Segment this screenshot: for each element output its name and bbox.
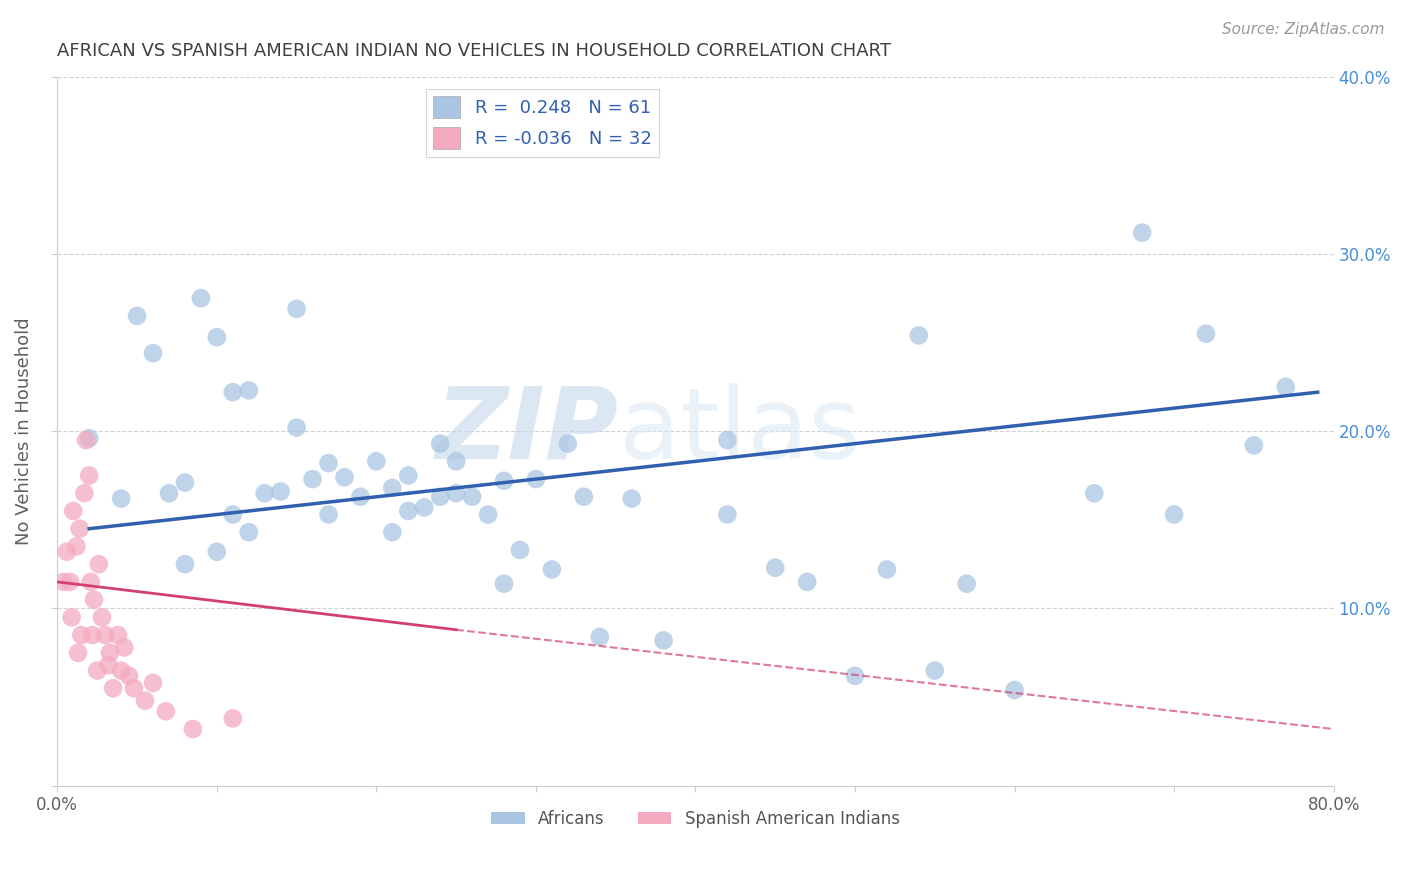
Point <box>122 681 145 696</box>
Point <box>94 628 117 642</box>
Point <box>60 610 83 624</box>
Text: AFRICAN VS SPANISH AMERICAN INDIAN NO VEHICLES IN HOUSEHOLD CORRELATION CHART: AFRICAN VS SPANISH AMERICAN INDIAN NO VE… <box>58 42 891 60</box>
Point <box>444 486 467 500</box>
Point <box>222 508 245 522</box>
Point <box>1083 486 1105 500</box>
Point <box>444 454 467 468</box>
Y-axis label: No Vehicles in Household: No Vehicles in Household <box>15 318 32 545</box>
Point <box>572 490 595 504</box>
Point <box>270 484 292 499</box>
Point <box>524 472 547 486</box>
Point <box>461 490 484 504</box>
Point <box>110 664 132 678</box>
Point <box>52 574 75 589</box>
Point <box>301 472 323 486</box>
Point <box>1163 508 1185 522</box>
Point <box>844 669 866 683</box>
Point <box>222 711 245 725</box>
Point <box>98 646 121 660</box>
Point <box>69 522 91 536</box>
Point <box>77 431 100 445</box>
Point <box>142 346 165 360</box>
Point <box>101 681 124 696</box>
Point <box>492 474 515 488</box>
Point <box>477 508 499 522</box>
Point <box>763 560 786 574</box>
Legend: Africans, Spanish American Indians: Africans, Spanish American Indians <box>485 803 907 834</box>
Point <box>796 574 818 589</box>
Point <box>110 491 132 506</box>
Point <box>349 490 371 504</box>
Point <box>205 330 228 344</box>
Point <box>70 628 93 642</box>
Point <box>91 610 114 624</box>
Point <box>73 486 96 500</box>
Point <box>222 385 245 400</box>
Point <box>589 630 612 644</box>
Point <box>80 574 103 589</box>
Point <box>716 433 738 447</box>
Point <box>238 525 260 540</box>
Point <box>190 291 212 305</box>
Point <box>134 694 156 708</box>
Point <box>285 420 308 434</box>
Point <box>157 486 180 500</box>
Point <box>924 664 946 678</box>
Point <box>62 504 84 518</box>
Point <box>97 658 120 673</box>
Point <box>65 540 87 554</box>
Point <box>112 640 135 655</box>
Point <box>318 456 340 470</box>
Point <box>118 669 141 683</box>
Point <box>82 628 104 642</box>
Point <box>77 468 100 483</box>
Point <box>557 436 579 450</box>
Point <box>238 384 260 398</box>
Text: ZIP: ZIP <box>436 383 619 480</box>
Point <box>429 490 451 504</box>
Point <box>67 646 90 660</box>
Point <box>174 475 197 490</box>
Point <box>1243 438 1265 452</box>
Point <box>381 481 404 495</box>
Point <box>318 508 340 522</box>
Point <box>620 491 643 506</box>
Point <box>1274 380 1296 394</box>
Point <box>107 628 129 642</box>
Point <box>125 309 148 323</box>
Point <box>86 664 108 678</box>
Point <box>381 525 404 540</box>
Point <box>333 470 356 484</box>
Point <box>1004 683 1026 698</box>
Point <box>205 545 228 559</box>
Point <box>396 468 419 483</box>
Point <box>155 704 177 718</box>
Point <box>1195 326 1218 341</box>
Point <box>541 562 564 576</box>
Point <box>413 500 436 515</box>
Point <box>59 574 82 589</box>
Text: Source: ZipAtlas.com: Source: ZipAtlas.com <box>1222 22 1385 37</box>
Point <box>174 557 197 571</box>
Point <box>652 633 675 648</box>
Point <box>253 486 276 500</box>
Point <box>83 592 105 607</box>
Text: atlas: atlas <box>619 383 860 480</box>
Point <box>396 504 419 518</box>
Point <box>876 562 898 576</box>
Point <box>181 722 204 736</box>
Point <box>285 301 308 316</box>
Point <box>956 576 979 591</box>
Point <box>75 433 97 447</box>
Point <box>142 676 165 690</box>
Point <box>366 454 388 468</box>
Point <box>87 557 110 571</box>
Point <box>509 543 531 558</box>
Point <box>492 576 515 591</box>
Point <box>1130 226 1153 240</box>
Point <box>908 328 931 343</box>
Point <box>429 436 451 450</box>
Point <box>56 545 79 559</box>
Point <box>716 508 738 522</box>
